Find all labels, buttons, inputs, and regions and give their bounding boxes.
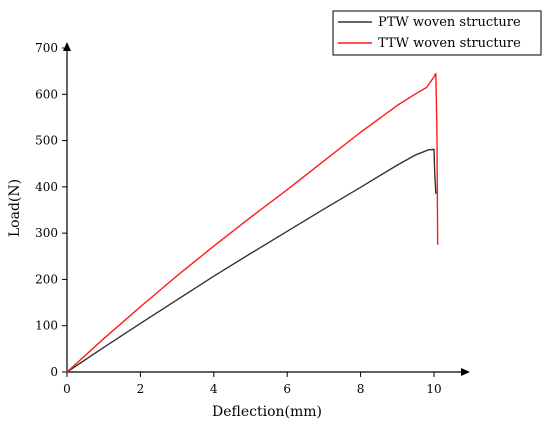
y-tick-label: 700 <box>35 41 58 55</box>
legend: PTW woven structure TTW woven structure <box>332 10 542 56</box>
y-tick-label: 200 <box>35 272 58 286</box>
legend-label-ptw: PTW woven structure <box>378 15 521 30</box>
x-tick-label: 2 <box>137 382 145 396</box>
x-tick-label: 6 <box>283 382 291 396</box>
y-tick-label: 400 <box>35 180 58 194</box>
series-line-ptw <box>66 148 437 373</box>
x-ticks: 0 2 4 6 8 10 <box>63 372 442 396</box>
x-tick-label: 0 <box>63 382 71 396</box>
y-tick-label: 600 <box>35 87 58 101</box>
x-axis-label: Deflection(mm) <box>212 404 322 420</box>
y-tick-label: 300 <box>35 226 58 240</box>
y-ticks: 0 100 200 300 400 500 600 700 <box>35 41 67 379</box>
y-tick-label: 500 <box>35 134 58 148</box>
x-tick-label: 4 <box>210 382 218 396</box>
x-tick-label: 8 <box>357 382 365 396</box>
legend-label-ttw: TTW woven structure <box>378 36 521 51</box>
series-line-ttw <box>66 72 439 373</box>
y-axis-arrow <box>63 42 71 51</box>
x-axis-arrow <box>461 368 470 376</box>
plot-area: 0 2 4 6 8 10 0 100 200 300 400 500 600 700 <box>35 41 470 396</box>
x-tick-label: 10 <box>426 382 441 396</box>
y-tick-label: 100 <box>35 319 58 333</box>
y-tick-label: 0 <box>50 365 58 379</box>
legend-box <box>332 10 542 56</box>
series-layer <box>66 72 439 373</box>
y-axis-label: Load(N) <box>7 179 23 237</box>
